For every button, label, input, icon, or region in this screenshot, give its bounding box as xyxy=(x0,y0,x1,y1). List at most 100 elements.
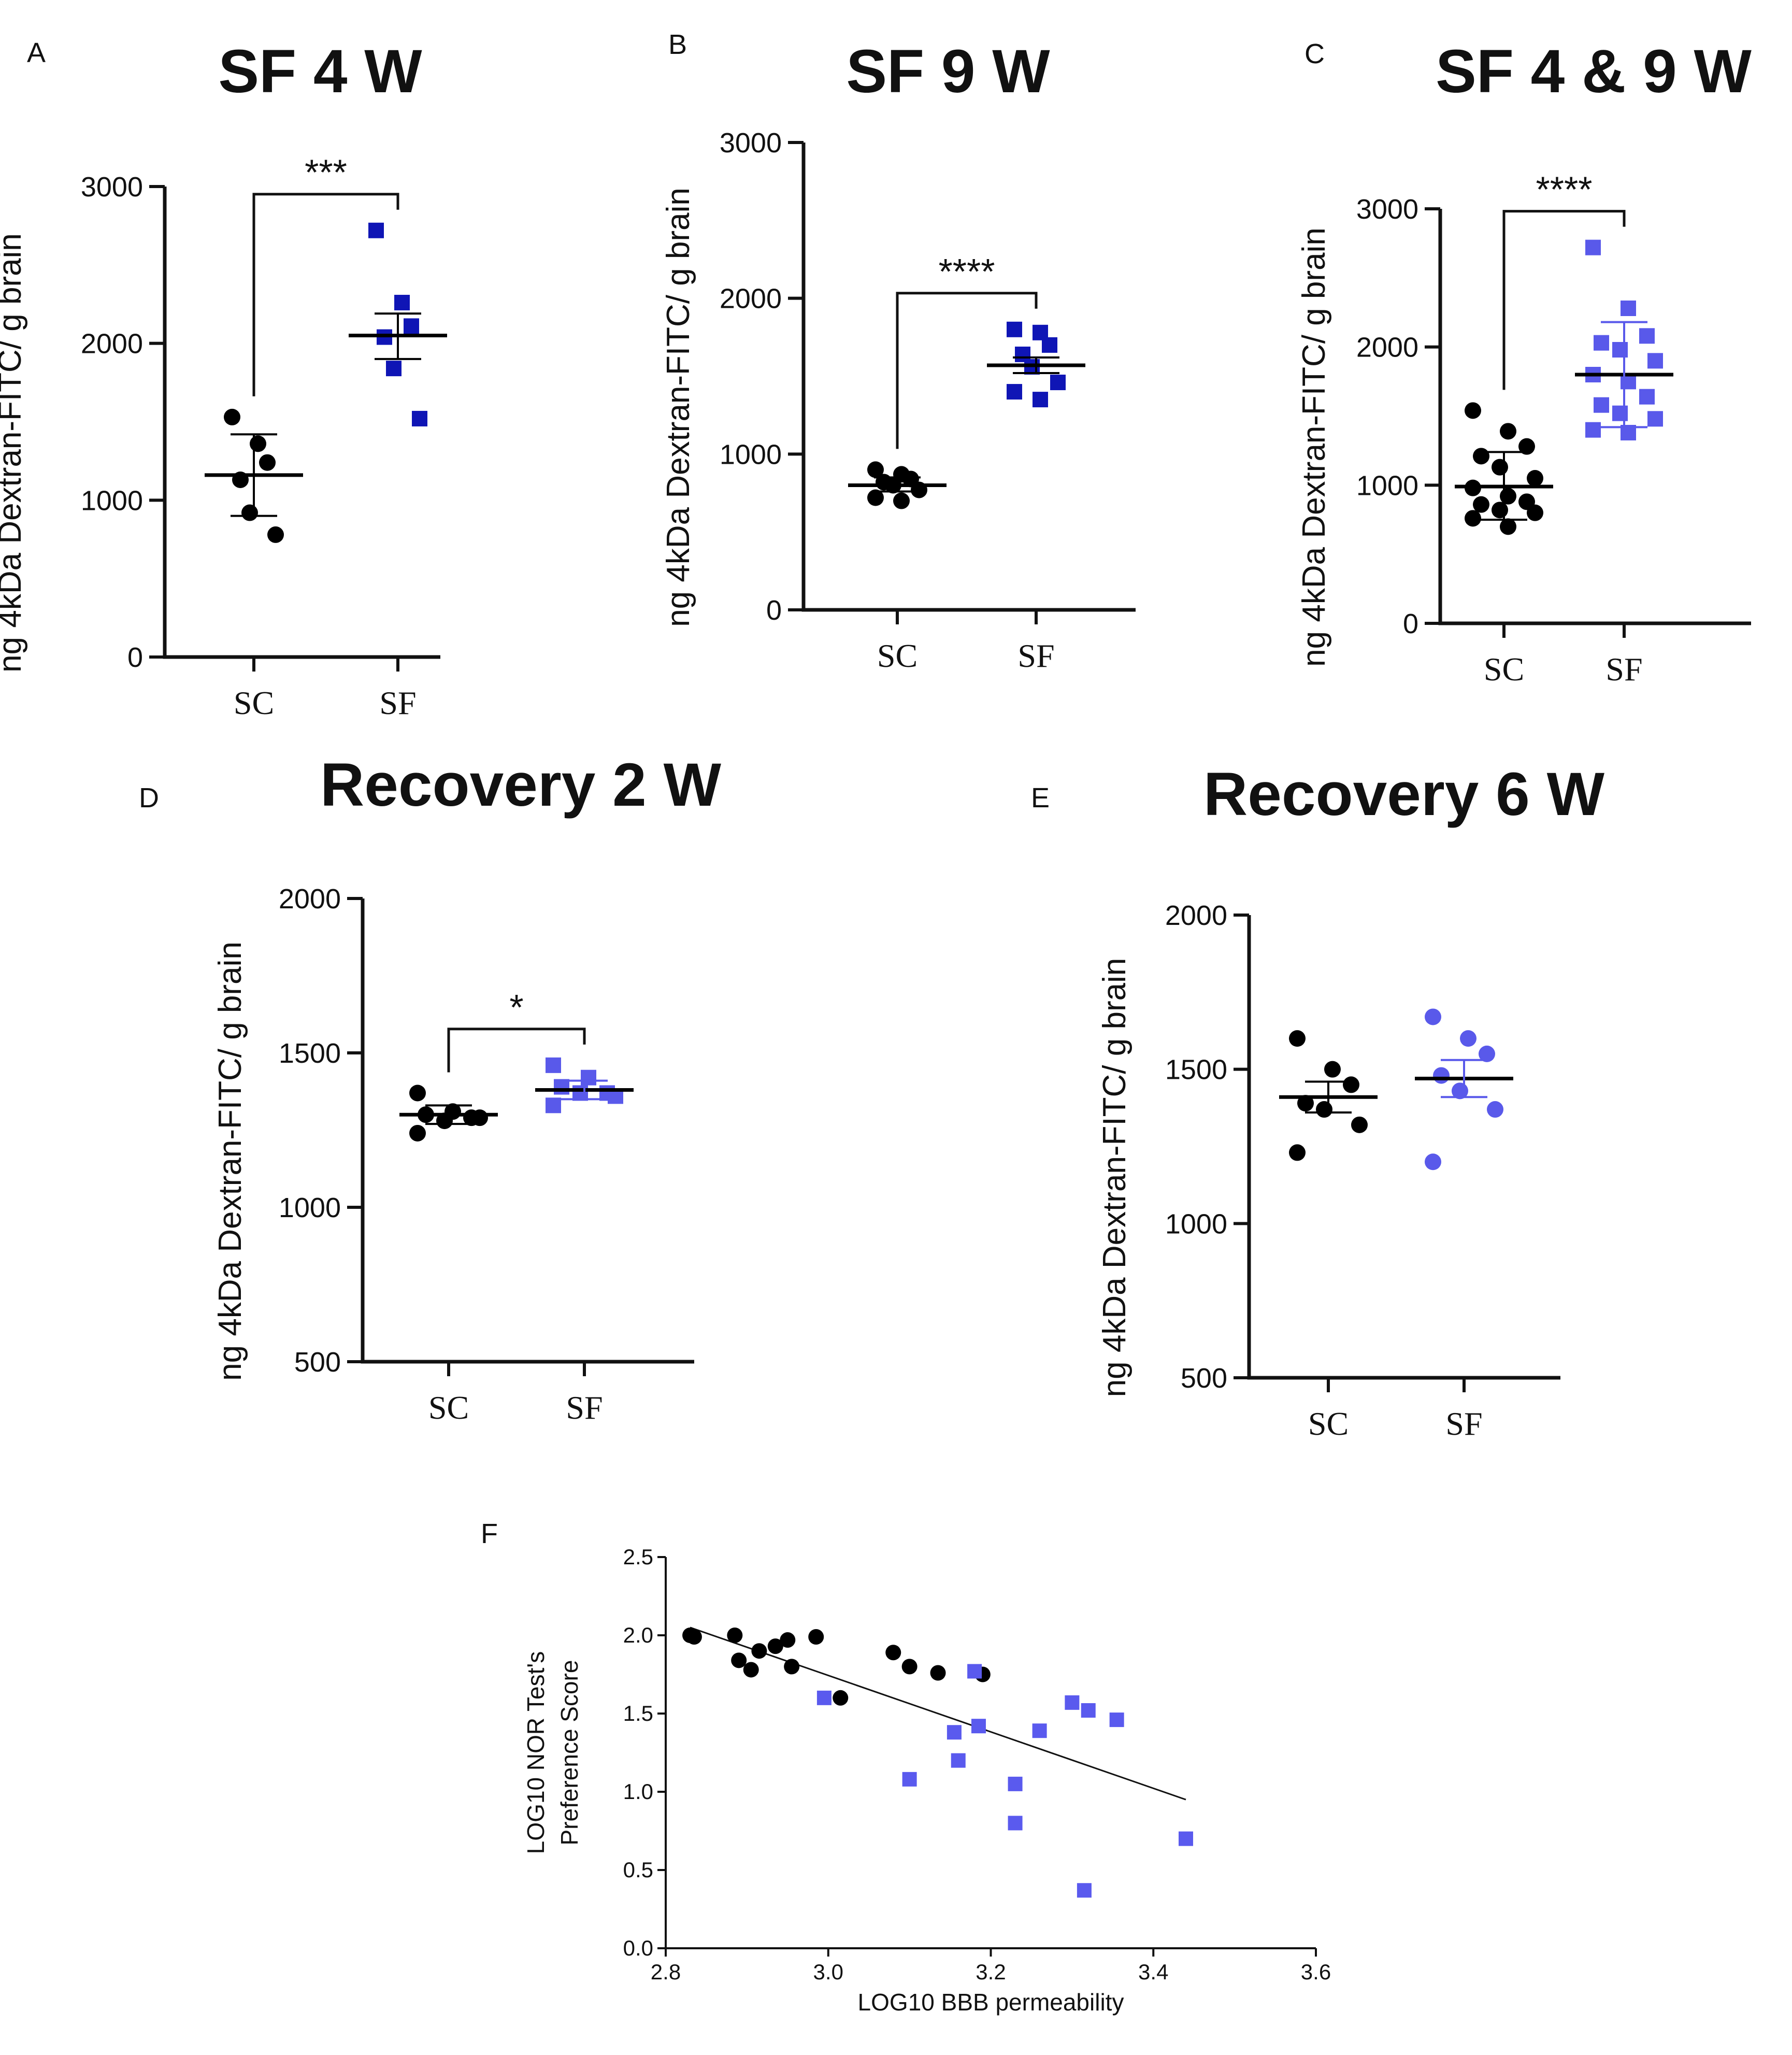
data-point-circle xyxy=(731,1652,747,1668)
data-point-square xyxy=(581,1069,596,1086)
y-tick-label: 2.5 xyxy=(623,1545,653,1569)
data-point-circle xyxy=(1473,496,1489,513)
data-point-square xyxy=(1032,1723,1047,1738)
significance-bracket xyxy=(252,193,399,396)
panel-letter-d: D xyxy=(139,782,159,814)
data-point-circle xyxy=(1324,1061,1341,1078)
data-point-circle xyxy=(743,1662,759,1678)
x-tick-label: SC xyxy=(234,684,274,721)
data-point-circle xyxy=(1527,470,1543,487)
data-point-square xyxy=(967,1664,982,1679)
data-point-circle xyxy=(784,1659,800,1675)
panel-c: C SF 4 & 9 W ng 4kDa Dextran-FITC/ g bra… xyxy=(1296,37,1752,688)
data-point-circle xyxy=(930,1665,946,1681)
data-point-square xyxy=(394,294,410,310)
y-tick-label: 0 xyxy=(766,595,782,626)
x-tick-label: SF xyxy=(1605,651,1642,688)
x-tick-label: 3.4 xyxy=(1138,1960,1168,1984)
data-point-circle xyxy=(1460,1030,1476,1047)
data-point-circle xyxy=(1518,438,1535,455)
y-tick-label: 2.0 xyxy=(623,1623,653,1647)
y-axis-label: ng 4kDa Dextran-FITC/ g brain xyxy=(661,188,696,627)
data-point-circle xyxy=(893,492,910,509)
data-point-square xyxy=(404,318,419,334)
y-axis-label-line2: Preference Score xyxy=(556,1660,583,1846)
data-point-square xyxy=(1050,375,1066,391)
data-point-circle xyxy=(727,1628,743,1643)
y-tick-label: 2000 xyxy=(279,883,341,915)
axes xyxy=(1438,209,1751,625)
x-tick-label: 3.0 xyxy=(813,1960,843,1984)
data-point-square xyxy=(816,1690,832,1705)
y-tick-label: 1000 xyxy=(1165,1208,1227,1239)
panel-e: E Recovery 6 W ng 4kDa Dextran-FITC/ g b… xyxy=(1031,760,1605,1442)
data-point-circle xyxy=(1297,1095,1314,1112)
data-point-circle xyxy=(885,1645,901,1661)
data-point-circle xyxy=(808,1629,824,1645)
data-point-circle xyxy=(259,454,276,471)
y-tick-label: 1000 xyxy=(1356,470,1418,501)
y-tick-label: 1500 xyxy=(1165,1054,1227,1086)
y-tick-label: 0 xyxy=(1403,608,1418,639)
y-tick-label: 2000 xyxy=(1356,332,1418,363)
y-axis-label: ng 4kDa Dextran-FITC/ g brain xyxy=(1296,227,1332,667)
significance-label: **** xyxy=(939,251,995,292)
y-tick-label: 1000 xyxy=(81,485,143,516)
data-point-square xyxy=(1621,301,1636,316)
data-point-square xyxy=(1647,411,1663,427)
data-point-circle xyxy=(867,461,884,478)
y-axis-label-line1: LOG10 NOR Test's xyxy=(522,1651,549,1854)
data-point-circle xyxy=(1433,1067,1450,1084)
data-point-circle xyxy=(1500,423,1516,440)
x-tick-label: 3.2 xyxy=(976,1960,1006,1984)
data-point-circle xyxy=(901,1659,917,1675)
data-point-square xyxy=(1065,1695,1080,1710)
data-point-circle xyxy=(1500,488,1516,505)
data-point-circle xyxy=(1351,1116,1368,1133)
chart-title: SF 4 W xyxy=(218,37,422,106)
data-point-circle xyxy=(250,435,266,452)
x-tick-label: SC xyxy=(1484,651,1524,688)
data-point-square xyxy=(1008,1816,1023,1831)
y-tick-label: 500 xyxy=(1181,1363,1227,1394)
data-point-circle xyxy=(1487,1101,1503,1118)
data-point-square xyxy=(1612,405,1628,421)
data-point-square xyxy=(1647,353,1663,369)
panel-letter-c: C xyxy=(1304,38,1325,69)
data-point-square xyxy=(1077,1883,1092,1898)
axes xyxy=(801,142,1136,612)
data-point-circle xyxy=(1465,510,1481,527)
panel-letter-e: E xyxy=(1031,782,1050,814)
data-point-circle xyxy=(1425,1008,1441,1025)
data-point-square xyxy=(546,1097,561,1114)
data-point-square xyxy=(546,1057,561,1073)
y-tick-label: 1000 xyxy=(720,439,782,470)
panel-b: B SF 9 W ng 4kDa Dextran-FITC/ g brain 0 1… xyxy=(661,29,1136,674)
data-point-square xyxy=(1585,239,1601,255)
axes xyxy=(163,187,440,659)
data-point-square xyxy=(1594,335,1609,351)
data-point-circle xyxy=(1289,1144,1306,1161)
x-tick-label: 2.8 xyxy=(651,1960,681,1984)
x-tick-label: SF xyxy=(566,1389,603,1426)
data-point-square xyxy=(1109,1712,1124,1728)
data-point-circle xyxy=(1465,402,1481,419)
panel-letter-a: A xyxy=(27,37,46,68)
y-tick-label: 0.0 xyxy=(623,1936,653,1960)
data-point-circle xyxy=(267,526,284,543)
data-point-square xyxy=(1585,422,1601,438)
significance-bracket xyxy=(447,1028,586,1073)
data-point-square xyxy=(1033,392,1048,408)
y-tick-label: 1500 xyxy=(279,1038,341,1069)
data-point-circle xyxy=(1289,1030,1306,1047)
x-tick-label: SC xyxy=(1308,1405,1349,1442)
data-point-circle xyxy=(1527,504,1543,521)
data-point-square xyxy=(1081,1703,1096,1718)
y-tick-label: 1.5 xyxy=(623,1701,653,1725)
y-axis-label: ng 4kDa Dextran-FITC/ g brain xyxy=(212,941,248,1381)
data-point-circle xyxy=(1473,448,1489,465)
y-tick-label: 2000 xyxy=(1165,900,1227,931)
significance-bracket xyxy=(1502,210,1626,390)
data-point-circle xyxy=(1500,518,1516,535)
x-tick-label: SF xyxy=(1017,637,1054,674)
